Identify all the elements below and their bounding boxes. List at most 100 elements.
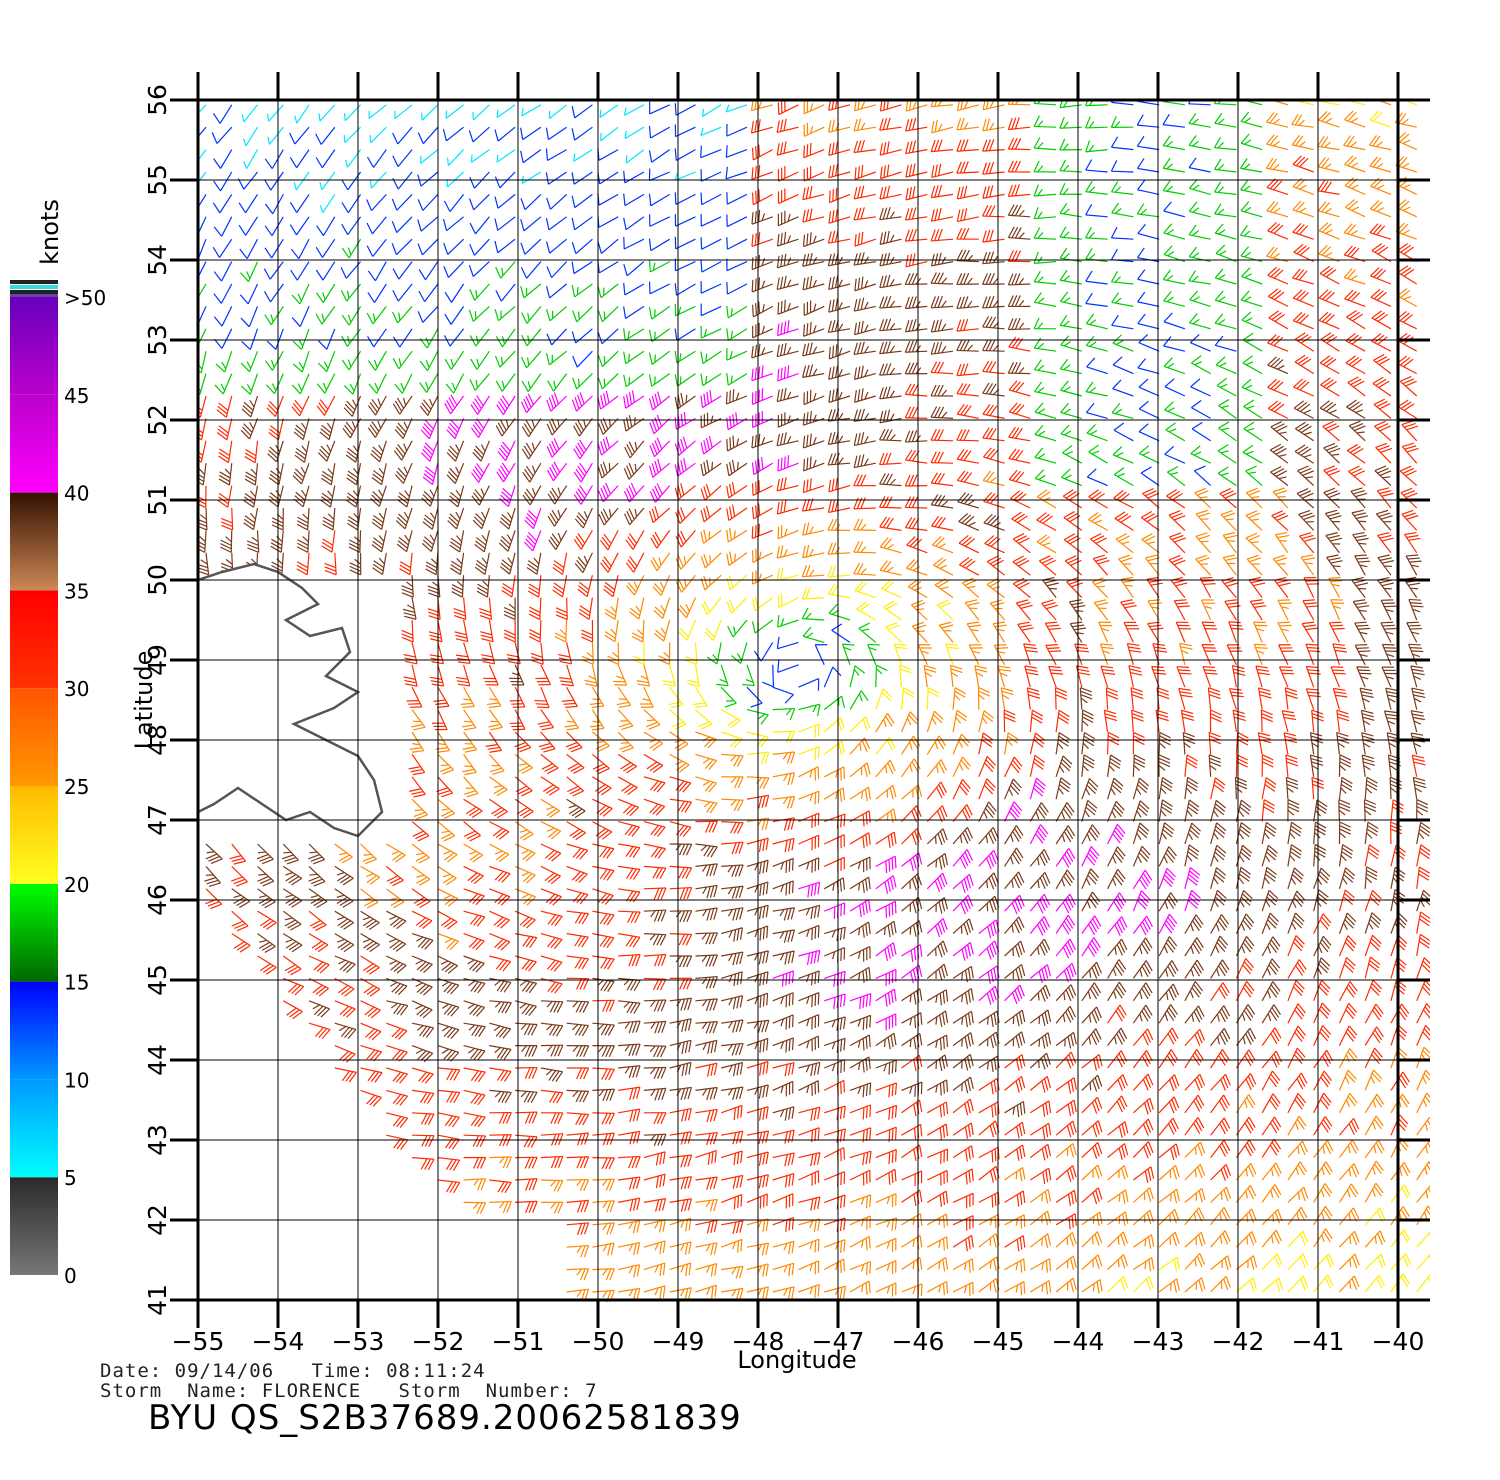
wind-barb [827, 230, 851, 244]
wind-barb [956, 318, 979, 332]
wind-barb [547, 461, 568, 482]
wind-barb [1390, 1003, 1410, 1024]
wind-barb [1261, 821, 1277, 845]
wind-barb [1033, 160, 1057, 173]
wind-barb [827, 583, 851, 599]
wind-barb [893, 643, 908, 665]
wind-barb [978, 895, 1000, 913]
wind-barb [1370, 177, 1392, 195]
wind-barb [1107, 1050, 1128, 1069]
wind-barb [952, 1122, 974, 1139]
wind-barb [1007, 204, 1031, 218]
wind-barb [746, 992, 769, 1008]
wind-barb [1235, 1162, 1257, 1181]
wind-barb [1235, 1049, 1256, 1069]
wind-barb [1128, 665, 1143, 688]
wind-barb [1033, 227, 1057, 240]
wind-barb [618, 953, 641, 967]
wind-barb [198, 328, 207, 347]
date-time-line: Date: 09/14/06 Time: 08:11:24 [100, 1360, 486, 1382]
wind-barb [246, 530, 260, 553]
wind-barb [1173, 599, 1190, 621]
wind-barb [270, 530, 284, 553]
wind-barb [978, 919, 1000, 939]
wind-barb [367, 395, 387, 416]
wind-barb [814, 644, 828, 666]
wind-barb [308, 910, 327, 931]
wind-barb [1242, 355, 1263, 375]
wind-barb [1114, 511, 1134, 531]
wind-barb [720, 1238, 743, 1253]
wind-barb [1017, 621, 1034, 643]
wind-barb [1008, 336, 1031, 352]
wind-barb [772, 1062, 795, 1077]
wind-barb [827, 431, 851, 445]
wind-barb [952, 756, 971, 778]
wind-barb [283, 977, 305, 996]
wind-barb [1132, 800, 1150, 822]
wind-barb [1338, 889, 1355, 912]
wind-barb [776, 342, 799, 358]
wind-barb [1007, 184, 1031, 198]
wind-barb [318, 104, 336, 122]
wind-barb [1416, 1116, 1430, 1136]
wind-barb [1081, 891, 1101, 912]
wind-barb [978, 1077, 1000, 1095]
wind-barb [875, 1082, 898, 1098]
wind-barb [494, 305, 516, 322]
wind-barb [282, 933, 303, 953]
legend-level-label: 35 [64, 579, 89, 603]
wind-barb [669, 1154, 693, 1168]
wind-barb [1081, 982, 1102, 1002]
wind-barb [1380, 621, 1397, 643]
wind-barb [573, 462, 593, 483]
wind-barb [1364, 1182, 1384, 1203]
wind-barb [1132, 1028, 1154, 1046]
wind-barb [982, 251, 1005, 265]
wind-barb [849, 1215, 871, 1230]
wind-barb [1364, 844, 1380, 867]
wind-barb [394, 104, 413, 120]
wind-barb [1267, 356, 1289, 375]
wind-barb [574, 507, 593, 529]
wind-barb [1004, 894, 1025, 915]
wind-barb [827, 319, 851, 334]
wind-barb [437, 865, 457, 886]
wind-barb [777, 593, 799, 608]
wind-barb [1090, 533, 1108, 554]
wind-barb [1313, 1228, 1333, 1248]
wind-barb [772, 707, 796, 721]
wind-barb [1416, 1253, 1430, 1270]
wind-barb [216, 395, 233, 418]
wind-barb [319, 194, 336, 214]
wind-barb [1167, 465, 1186, 487]
wind-barb [1390, 1071, 1410, 1091]
wind-barb [879, 363, 902, 376]
wind-barb [824, 1059, 846, 1075]
wind-barb [1004, 1075, 1026, 1093]
wind-barb [648, 281, 670, 295]
wind-barb [1242, 332, 1263, 352]
wind-barb [802, 321, 825, 337]
wind-barb [1364, 1093, 1385, 1114]
wind-barb [411, 843, 430, 864]
wind-barb [1401, 420, 1419, 442]
wind-barb [879, 274, 902, 289]
wind-barb [798, 746, 820, 761]
wind-barb [879, 409, 902, 424]
wind-barb [700, 281, 722, 294]
legend-level-label: 20 [64, 873, 89, 897]
wind-barb [776, 275, 799, 291]
wind-barb [212, 238, 233, 258]
wind-barb [1081, 937, 1101, 957]
wind-barb [1064, 555, 1083, 576]
wind-barb [437, 977, 460, 995]
wind-barb [926, 1280, 949, 1296]
wind-barb [776, 567, 799, 582]
wind-barb [1060, 380, 1082, 397]
wind-barb [212, 104, 233, 124]
wind-barb [798, 1196, 821, 1211]
wind-barb [798, 1106, 821, 1122]
wind-barb [437, 955, 458, 974]
wind-barb [1199, 576, 1216, 598]
